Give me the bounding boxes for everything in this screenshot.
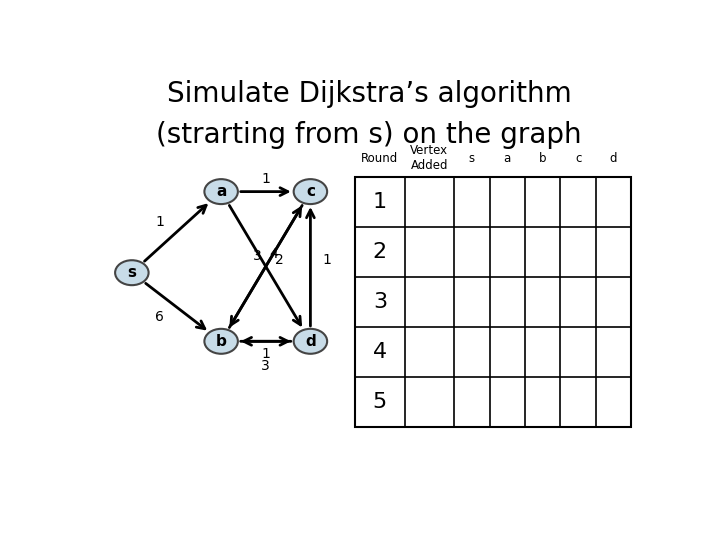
Circle shape xyxy=(294,329,327,354)
Text: 6: 6 xyxy=(156,310,164,325)
Text: Round: Round xyxy=(361,152,398,165)
Text: d: d xyxy=(305,334,316,349)
Text: 2: 2 xyxy=(275,253,284,267)
Text: 1: 1 xyxy=(323,253,332,267)
Circle shape xyxy=(294,179,327,204)
Text: c: c xyxy=(575,152,581,165)
Text: 4: 4 xyxy=(373,342,387,362)
Text: s: s xyxy=(469,152,475,165)
Text: 3: 3 xyxy=(261,359,270,373)
Text: 1: 1 xyxy=(156,215,164,229)
Text: 1: 1 xyxy=(373,192,387,212)
Circle shape xyxy=(204,329,238,354)
Text: d: d xyxy=(610,152,617,165)
Circle shape xyxy=(204,179,238,204)
Text: Simulate Dijkstra’s algorithm: Simulate Dijkstra’s algorithm xyxy=(166,80,572,108)
Text: a: a xyxy=(504,152,511,165)
Text: b: b xyxy=(216,334,227,349)
Text: s: s xyxy=(127,265,136,280)
Text: 5: 5 xyxy=(373,392,387,411)
Circle shape xyxy=(115,260,148,285)
Text: 1: 1 xyxy=(261,347,270,361)
Text: 3: 3 xyxy=(253,249,262,263)
Text: (strarting from s) on the graph: (strarting from s) on the graph xyxy=(156,122,582,150)
Text: 3: 3 xyxy=(373,292,387,312)
Text: c: c xyxy=(306,184,315,199)
Text: 4: 4 xyxy=(270,247,279,261)
Text: b: b xyxy=(539,152,546,165)
Text: a: a xyxy=(216,184,226,199)
Text: Vertex
Added: Vertex Added xyxy=(410,144,449,172)
Text: 2: 2 xyxy=(373,242,387,262)
Text: 1: 1 xyxy=(261,172,270,186)
Bar xyxy=(355,177,631,427)
